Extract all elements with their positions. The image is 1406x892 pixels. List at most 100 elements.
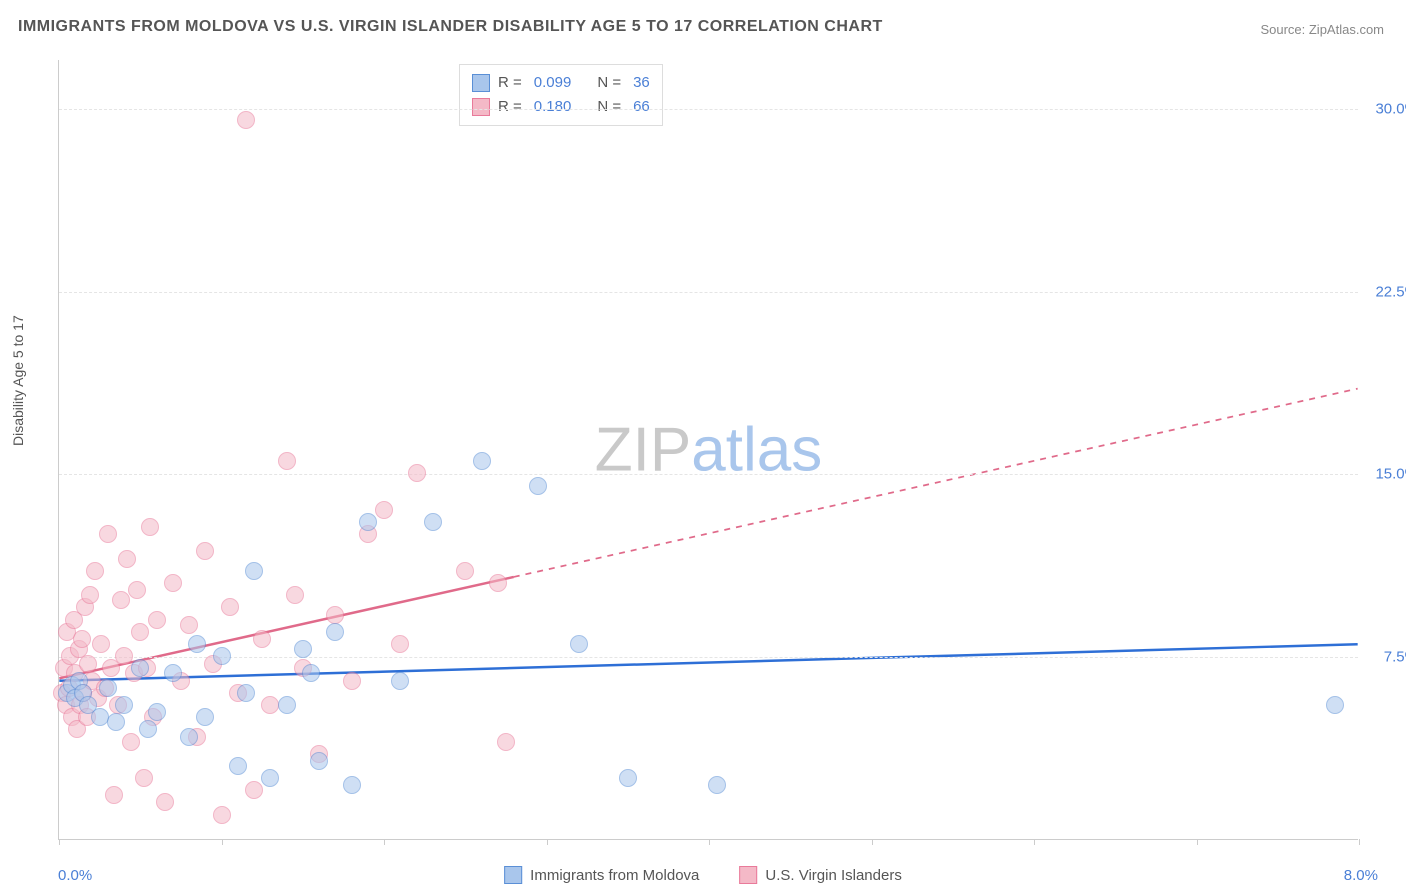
legend-item-series-1: Immigrants from Moldova (504, 866, 699, 884)
scatter-point (188, 635, 206, 653)
scatter-point (408, 464, 426, 482)
scatter-point (570, 635, 588, 653)
legend-row-series-1: R = 0.099 N = 36 (472, 71, 650, 95)
scatter-point (139, 720, 157, 738)
scatter-point (286, 586, 304, 604)
swatch-series-1 (504, 866, 522, 884)
scatter-point (131, 659, 149, 677)
legend-n-label: N = (597, 71, 621, 95)
scatter-point (237, 684, 255, 702)
scatter-point (122, 733, 140, 751)
series-legend: Immigrants from Moldova U.S. Virgin Isla… (504, 866, 902, 884)
scatter-point (156, 793, 174, 811)
scatter-point (310, 752, 328, 770)
scatter-point (278, 696, 296, 714)
chart-title: IMMIGRANTS FROM MOLDOVA VS U.S. VIRGIN I… (18, 18, 883, 36)
scatter-point (180, 728, 198, 746)
scatter-point (497, 733, 515, 751)
scatter-point (99, 525, 117, 543)
y-tick-label: 30.0% (1363, 100, 1406, 117)
scatter-point (141, 518, 159, 536)
y-tick-label: 7.5% (1363, 649, 1406, 666)
scatter-point (107, 713, 125, 731)
scatter-point (391, 635, 409, 653)
x-axis-max-label: 8.0% (1344, 867, 1378, 884)
scatter-point (1326, 696, 1344, 714)
scatter-point (619, 769, 637, 787)
scatter-point (81, 586, 99, 604)
scatter-point (375, 501, 393, 519)
scatter-point (294, 640, 312, 658)
x-tick (709, 839, 710, 845)
swatch-series-2 (739, 866, 757, 884)
legend-r-value-2: 0.180 (534, 95, 572, 119)
scatter-point (91, 708, 109, 726)
x-tick (872, 839, 873, 845)
scatter-point (708, 776, 726, 794)
scatter-point (196, 708, 214, 726)
gridline-h (59, 657, 1358, 658)
y-axis-label: Disability Age 5 to 17 (10, 315, 26, 446)
scatter-point (115, 647, 133, 665)
scatter-point (278, 452, 296, 470)
legend-row-series-2: R = 0.180 N = 66 (472, 95, 650, 119)
scatter-point (302, 664, 320, 682)
x-tick (1034, 839, 1035, 845)
scatter-point (253, 630, 271, 648)
scatter-point (529, 477, 547, 495)
scatter-point (73, 630, 91, 648)
correlation-legend: R = 0.099 N = 36 R = 0.180 N = 66 (459, 64, 663, 126)
scatter-point (128, 581, 146, 599)
scatter-point (148, 703, 166, 721)
plot-area: ZIPatlas R = 0.099 N = 36 R = 0.180 N = … (58, 60, 1358, 840)
legend-item-series-2: U.S. Virgin Islanders (739, 866, 901, 884)
scatter-point (213, 806, 231, 824)
scatter-point (118, 550, 136, 568)
swatch-series-2 (472, 98, 490, 116)
x-tick (547, 839, 548, 845)
scatter-point (489, 574, 507, 592)
legend-r-label: R = (498, 71, 522, 95)
scatter-point (473, 452, 491, 470)
scatter-point (164, 574, 182, 592)
scatter-point (112, 591, 130, 609)
scatter-point (326, 606, 344, 624)
gridline-h (59, 474, 1358, 475)
scatter-point (245, 562, 263, 580)
scatter-point (343, 776, 361, 794)
x-axis-min-label: 0.0% (58, 867, 92, 884)
scatter-point (79, 655, 97, 673)
scatter-point (164, 664, 182, 682)
scatter-point (221, 598, 239, 616)
legend-r-value-1: 0.099 (534, 71, 572, 95)
x-tick (384, 839, 385, 845)
gridline-h (59, 109, 1358, 110)
x-tick (222, 839, 223, 845)
scatter-point (148, 611, 166, 629)
gridline-h (59, 292, 1358, 293)
correlation-chart: IMMIGRANTS FROM MOLDOVA VS U.S. VIRGIN I… (0, 0, 1406, 892)
scatter-point (237, 111, 255, 129)
x-tick (59, 839, 60, 845)
scatter-point (105, 786, 123, 804)
swatch-series-1 (472, 74, 490, 92)
scatter-point (180, 616, 198, 634)
scatter-point (359, 513, 377, 531)
scatter-point (86, 562, 104, 580)
legend-label-series-2: U.S. Virgin Islanders (765, 867, 901, 884)
scatter-point (456, 562, 474, 580)
scatter-point (135, 769, 153, 787)
legend-n-value-2: 66 (633, 95, 650, 119)
scatter-point (99, 679, 117, 697)
x-tick (1197, 839, 1198, 845)
scatter-point (131, 623, 149, 641)
scatter-point (92, 635, 110, 653)
legend-n-label: N = (597, 95, 621, 119)
scatter-point (343, 672, 361, 690)
scatter-point (391, 672, 409, 690)
x-tick (1359, 839, 1360, 845)
trend-lines (59, 60, 1358, 839)
scatter-point (115, 696, 133, 714)
scatter-point (261, 769, 279, 787)
scatter-point (229, 757, 247, 775)
